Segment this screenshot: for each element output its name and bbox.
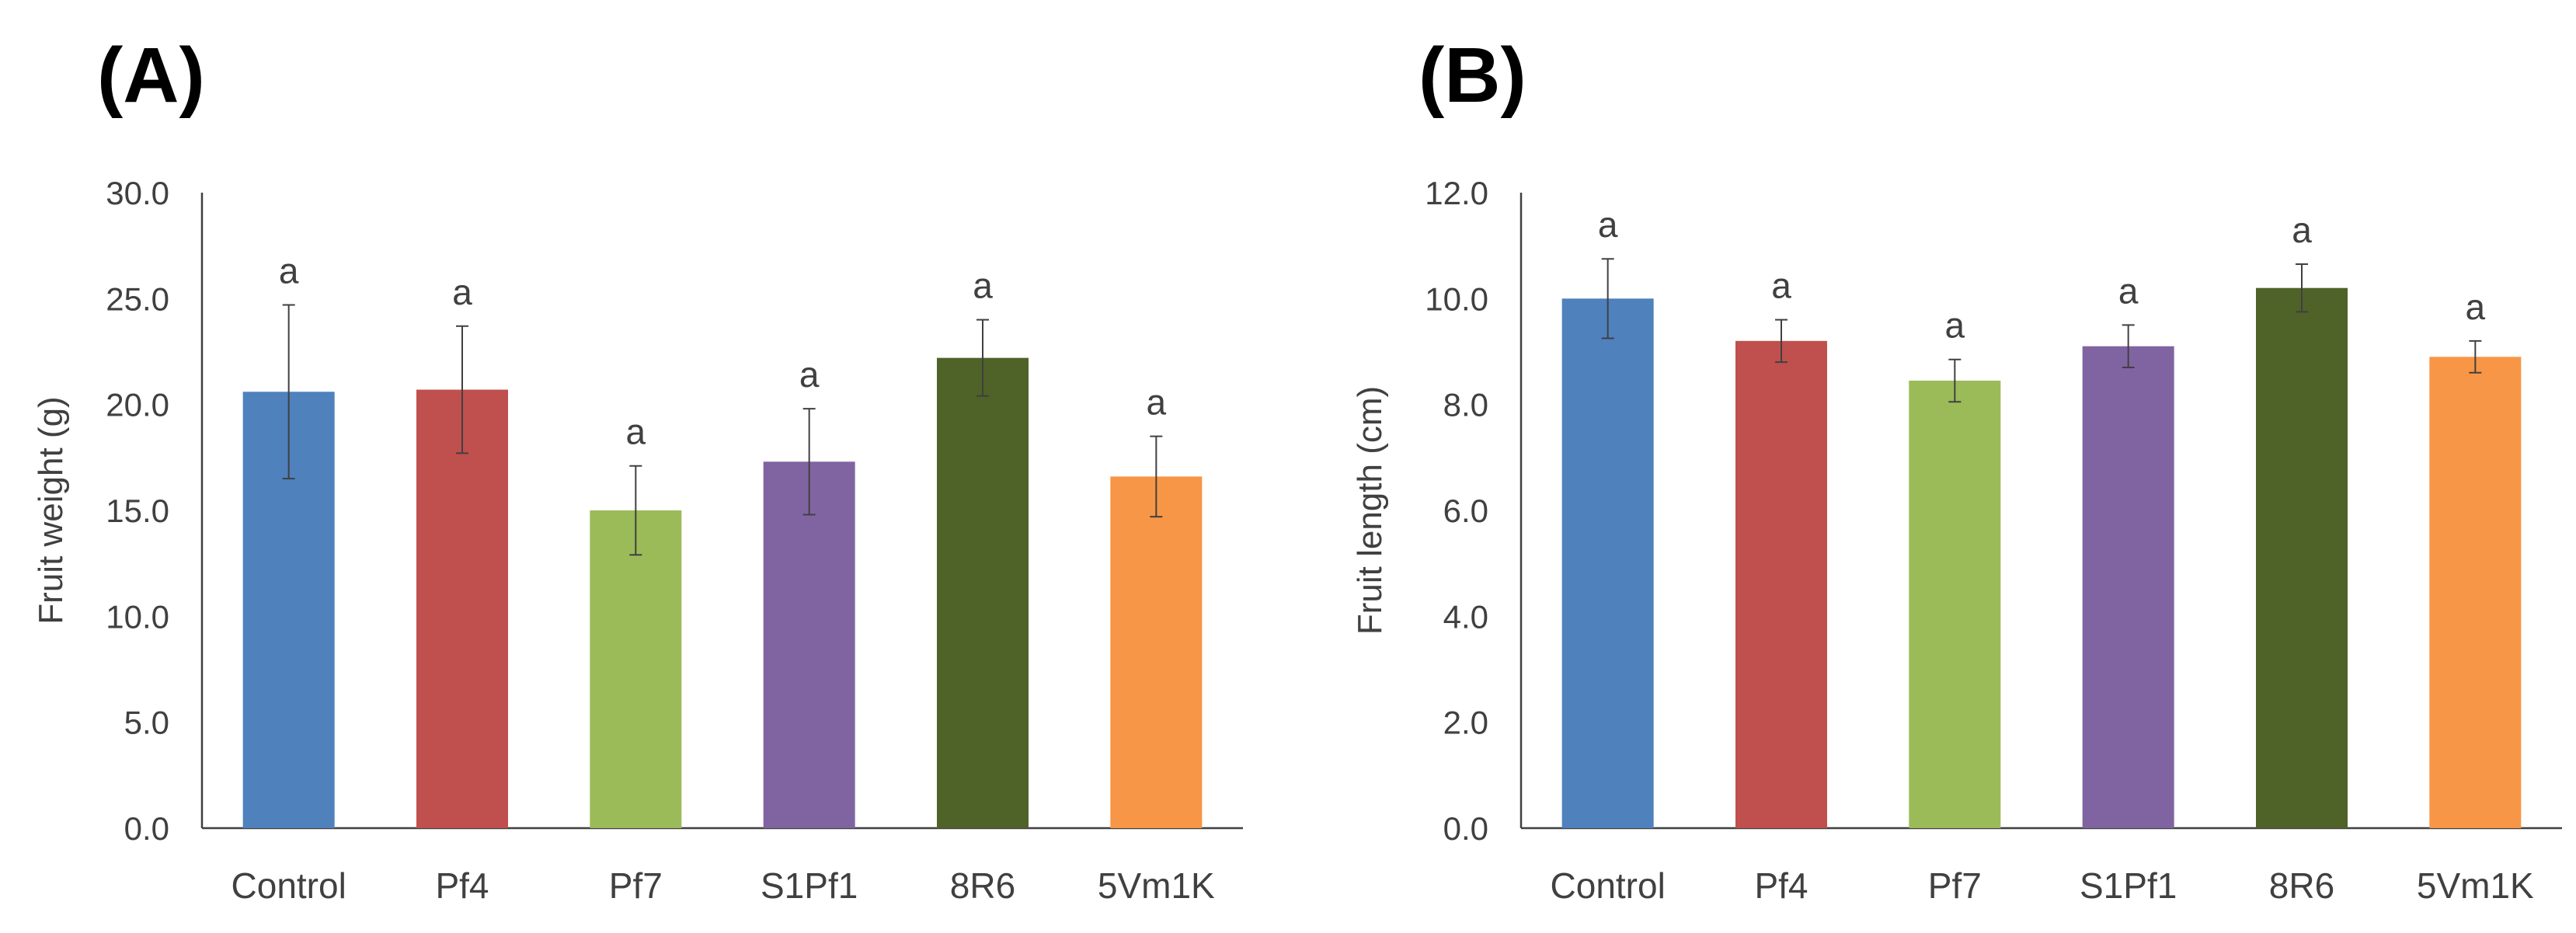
significance-label: a (2118, 270, 2139, 311)
significance-label: a (973, 266, 993, 306)
x-tick-label: 5Vm1K (2417, 865, 2534, 906)
x-tick-label: Control (231, 865, 346, 906)
y-tick-label: 12.0 (1425, 175, 1488, 211)
x-tick-label: Pf4 (435, 865, 489, 906)
panel-label-b: (B) (1419, 32, 1526, 119)
y-axis-title: Fruit weight (g) (32, 396, 70, 624)
chart-panel-b: (B) 0.0 2.0 4.0 6.0 8.0 10.0 12.0 Fruit length … (1288, 0, 2576, 933)
significance-label: a (1598, 204, 1618, 245)
significance-label: a (452, 272, 472, 312)
bar-pf7 (1909, 380, 2001, 828)
y-tick-label: 6.0 (1443, 493, 1488, 529)
significance-label: a (799, 354, 820, 395)
y-tick-label: 10.0 (1425, 280, 1488, 317)
y-tick-label: 20.0 (106, 387, 169, 423)
bar-s1pf1 (763, 461, 855, 828)
y-tick-label: 0.0 (1443, 810, 1488, 847)
bar-5vm1k (1110, 476, 1203, 828)
bar-5vm1k (2429, 357, 2522, 829)
x-tick-label: 8R6 (2269, 865, 2334, 906)
x-tick-label: Pf7 (1928, 865, 1982, 906)
bar-s1pf1 (2082, 346, 2174, 828)
x-tick-label: 5Vm1K (1098, 865, 1215, 906)
chart-fruit-weight: 0.0 5.0 10.0 15.0 20.0 25.0 30.0 Fruit weight (… (32, 175, 1243, 906)
y-tick-label: 5.0 (124, 705, 169, 741)
y-axis-title: Fruit length (cm) (1351, 386, 1389, 635)
y-tick-label: 25.0 (106, 280, 169, 317)
x-tick-label: S1Pf1 (761, 865, 858, 906)
x-tick-label: Control (1551, 865, 1666, 906)
bar-pf4 (1735, 340, 1827, 828)
y-tick-label: 10.0 (106, 598, 169, 635)
bar-control (1561, 298, 1654, 828)
y-tick-label: 8.0 (1443, 387, 1488, 423)
x-tick-label: S1Pf1 (2080, 865, 2177, 906)
significance-label: a (1945, 305, 1965, 346)
significance-label: a (626, 412, 646, 452)
y-tick-label: 0.0 (124, 810, 169, 847)
significance-label: a (1147, 382, 1167, 423)
y-tick-label: 15.0 (106, 493, 169, 529)
panel-label-a: (A) (97, 32, 205, 119)
chart-fruit-length: 0.0 2.0 4.0 6.0 8.0 10.0 12.0 Fruit length (cm)… (1351, 175, 2562, 906)
significance-label: a (2466, 287, 2486, 327)
y-tick-label: 30.0 (106, 175, 169, 211)
x-tick-label: 8R6 (950, 865, 1015, 906)
significance-label: a (2292, 210, 2312, 250)
bar-8r6 (937, 357, 1029, 828)
y-tick-label: 4.0 (1443, 598, 1488, 635)
bar-8r6 (2256, 287, 2348, 828)
y-tick-label: 2.0 (1443, 705, 1488, 741)
significance-label: a (1771, 266, 1791, 306)
x-tick-label: Pf4 (1754, 865, 1808, 906)
x-tick-label: Pf7 (609, 865, 663, 906)
chart-panel-a: (A) 0.0 5.0 10.0 15.0 20.0 25.0 30.0 Fruit weig… (32, 32, 1243, 906)
bar-pf7 (590, 510, 682, 828)
bar-pf4 (416, 389, 508, 829)
significance-label: a (279, 251, 299, 291)
